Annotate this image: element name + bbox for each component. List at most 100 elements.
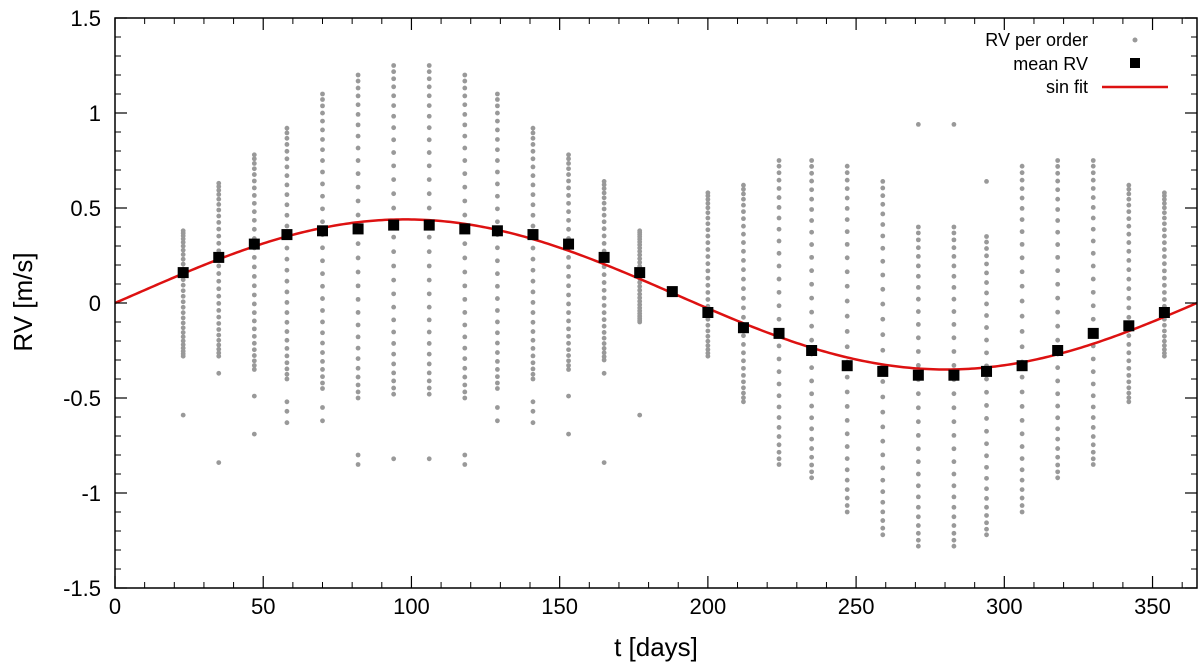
rv-per-order-point (495, 206, 500, 212)
rv-per-order-point (566, 254, 571, 260)
mean-rv-marker (981, 365, 993, 377)
rv-per-order-point (705, 254, 711, 259)
rv-per-order-point (180, 320, 186, 326)
rv-per-order-point (1055, 164, 1061, 169)
rv-per-order-point (844, 509, 850, 515)
rv-per-order-point (601, 186, 607, 192)
rv-per-order-point (391, 385, 397, 391)
rv-per-order-point (320, 350, 325, 355)
rv-per-order-point (809, 454, 815, 460)
rv-per-order-point (566, 166, 571, 172)
rv-per-order-point (391, 456, 397, 462)
y-tick-label: 0 (89, 291, 101, 316)
rv-per-order-point (880, 258, 886, 264)
rv-per-order-point (1055, 378, 1061, 384)
rv-per-order-point (844, 374, 850, 380)
rv-per-order-point (495, 97, 500, 102)
rv-per-order-point (495, 386, 500, 391)
rv-per-order-point (284, 130, 290, 136)
rv-per-order-point (741, 276, 746, 282)
rv-per-order-point (426, 103, 432, 108)
rv-per-order-point (637, 302, 643, 308)
rv-per-order-point (355, 395, 361, 401)
rv-per-order-point (1126, 216, 1132, 222)
rv-per-order-point (1055, 475, 1061, 481)
rv-per-order-point (320, 219, 325, 225)
rv-per-order-point (809, 475, 815, 481)
rv-per-order-point (391, 69, 397, 75)
rv-per-order-point (705, 215, 711, 221)
rv-per-order-point (180, 256, 186, 262)
rv-per-order-point (216, 301, 222, 306)
rv-per-order-point (284, 289, 290, 295)
rv-per-order-point (251, 161, 257, 166)
rv-per-order-point (391, 103, 397, 108)
rv-per-order-point (951, 471, 957, 477)
rv-per-order-point (320, 147, 325, 153)
rv-per-order-point (880, 185, 886, 191)
legend-marker-rv-per-order (1132, 37, 1138, 43)
rv-per-order-point (915, 335, 921, 341)
rv-per-order-point (776, 226, 782, 232)
rv-per-order-point (251, 178, 257, 184)
rv-per-order-point (391, 137, 397, 143)
rv-per-order-point (216, 308, 222, 313)
rv-per-order-point (951, 543, 957, 549)
mean-rv-marker (877, 365, 889, 377)
rv-per-order-point (530, 156, 536, 162)
rv-per-order-point (984, 280, 989, 285)
rv-per-order-point (951, 432, 957, 438)
rv-per-order-point (1055, 403, 1061, 409)
rv-per-order-point (251, 200, 257, 206)
rv-per-order-point (284, 408, 290, 414)
rv-per-order-point (880, 424, 886, 430)
rv-per-order-point (216, 350, 222, 356)
rv-per-order-point (426, 341, 432, 346)
rv-per-order-point (216, 332, 222, 338)
rv-per-order-point (320, 110, 325, 116)
rv-per-order-point (530, 319, 536, 325)
rv-per-order-point (495, 118, 500, 124)
rv-per-order-point (216, 271, 222, 276)
rv-per-order-point (1090, 226, 1096, 232)
rv-per-order-point (426, 385, 432, 391)
rv-per-order-point (1161, 333, 1167, 339)
rv-per-order-point (495, 258, 500, 264)
rv-per-order-point (355, 322, 361, 328)
rv-per-order-point (180, 342, 186, 348)
rv-per-order-point (216, 180, 222, 186)
rv-per-order-point (355, 241, 361, 247)
rv-per-order-point (951, 537, 957, 543)
rv-per-order-point (216, 226, 222, 232)
rv-per-order-point (566, 156, 571, 162)
rv-per-order-point (984, 513, 989, 518)
rv-per-order-point (355, 374, 361, 380)
rv-per-order-point (1055, 229, 1061, 235)
legend-label-sin-fit: sin fit (1046, 77, 1088, 97)
rv-per-order-point (844, 404, 850, 409)
rv-per-order-point (566, 347, 571, 353)
rv-per-order-point (984, 179, 989, 184)
rv-per-order-point (915, 253, 921, 259)
rv-per-order-point (741, 379, 746, 385)
rv-per-order-point (530, 408, 536, 414)
x-axis-title: t [days] (614, 632, 698, 662)
rv-per-order-point (1055, 309, 1061, 315)
rv-per-order-point (284, 212, 290, 218)
rv-per-order-point (251, 367, 257, 372)
rv-per-order-point (462, 255, 468, 261)
rv-per-order-point (216, 321, 222, 326)
rv-per-order-point (809, 309, 815, 315)
rv-per-order-point (1161, 275, 1167, 281)
rv-per-order-point (1161, 215, 1167, 221)
rv-per-order-point (637, 284, 643, 289)
rv-per-order-point (1090, 404, 1096, 410)
rv-per-order-point (809, 436, 815, 442)
legend-label-rv-per-order: RV per order (985, 30, 1088, 50)
rv-per-order-point (566, 172, 571, 177)
rv-per-order-point (1090, 369, 1096, 375)
rv-per-order-point (1090, 177, 1096, 183)
rv-per-order-point (566, 209, 571, 215)
rv-per-order-point (251, 431, 257, 437)
rv-per-order-point (776, 250, 782, 256)
